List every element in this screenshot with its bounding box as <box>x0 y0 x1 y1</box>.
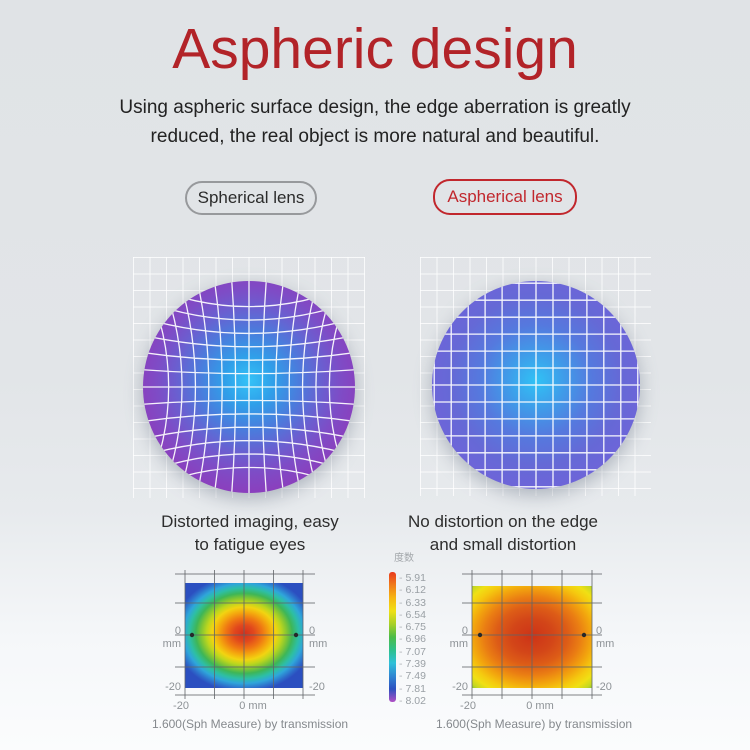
legend-value: -6.33 <box>399 596 426 609</box>
distorted-grid-lines <box>143 281 355 493</box>
legend-color-bar <box>389 572 396 702</box>
y-zero-label-right: 0 mm <box>309 625 328 650</box>
spherical-caption-line-1: Distorted imaging, easy <box>161 512 339 531</box>
legend-value: -7.39 <box>399 658 426 671</box>
y-zero-label-left: 0 mm <box>449 625 468 650</box>
y-zero-label-left: 0 mm <box>162 625 181 650</box>
aspherical-caption-line-2: and small distortion <box>429 534 577 554</box>
left-axis-dot <box>477 632 483 638</box>
right-axis-dot <box>581 632 587 638</box>
aspherical-lens-pill-label: Aspherical lens <box>447 187 563 206</box>
aspherical-caption-line-1: No distortion on the edge <box>408 512 598 531</box>
legend-value: -7.81 <box>399 682 426 695</box>
spherical-lens-pill: Spherical lens <box>185 181 317 215</box>
aspherical-heatmap-caption: 1.600(Sph Measure) by transmission <box>435 717 633 731</box>
legend-value: -5.91 <box>399 572 426 584</box>
spherical-heatmap-caption: 1.600(Sph Measure) by transmission <box>151 717 349 731</box>
spherical-power-heatmap: 0 mm 0 mm -20 -20 -20 0 mm <box>145 568 345 723</box>
legend-values: -5.91-6.12-6.33-6.54-6.75-6.96-7.07-7.39… <box>399 572 445 707</box>
y-zero-label-right: 0 mm <box>596 625 615 650</box>
legend-value: -7.49 <box>399 670 426 683</box>
aspherical-lens-diagram <box>432 281 640 489</box>
legend-value: -6.12 <box>399 584 426 597</box>
x-neg-label: -20 <box>173 700 189 712</box>
x-neg-label: -20 <box>460 700 476 712</box>
right-axis-dot <box>293 632 299 638</box>
subtitle-line-2: reduced, the real object is more natural… <box>150 125 600 147</box>
aspherical-caption: No distortion on the edge and small dist… <box>393 511 613 557</box>
subtitle-line-1: Using aspheric surface design, the edge … <box>119 97 631 118</box>
legend-title: 度数 <box>394 553 414 564</box>
straight-grid-lines <box>432 281 640 489</box>
y-neg-label-right: -20 <box>596 681 612 693</box>
y-neg-label-right: -20 <box>309 681 325 693</box>
spherical-lens-diagram <box>143 281 355 493</box>
power-legend: 度数 -5.91-6.12-6.33-6.54-6.75-6.96-7.07-7… <box>383 549 445 719</box>
legend-value: -6.75 <box>399 621 426 634</box>
legend-value: -6.96 <box>399 633 426 646</box>
aspherical-lens-pill: Aspherical lens <box>433 179 577 215</box>
legend-value: -7.07 <box>399 645 426 658</box>
spherical-caption-line-2: to fatigue eyes <box>194 534 306 554</box>
spherical-heatmap-grid <box>175 570 315 699</box>
y-neg-label-left: -20 <box>165 681 181 693</box>
spherical-caption: Distorted imaging, easy to fatigue eyes <box>140 511 360 557</box>
legend-value: -8.02 <box>399 694 426 707</box>
aspherical-heatmap-grid <box>462 570 602 699</box>
page-subtitle: Using aspheric surface design, the edge … <box>0 94 750 151</box>
x-zero-label: 0 mm <box>526 700 554 712</box>
page-title: Aspheric design <box>172 17 578 81</box>
x-zero-label: 0 mm <box>239 700 267 712</box>
spherical-lens-pill-label: Spherical lens <box>197 188 305 207</box>
y-neg-label-left: -20 <box>452 681 468 693</box>
left-axis-dot <box>189 632 195 638</box>
legend-value: -6.54 <box>399 608 426 621</box>
aspherical-power-heatmap: 0 mm 0 mm -20 -20 -20 0 mm <box>432 568 632 723</box>
